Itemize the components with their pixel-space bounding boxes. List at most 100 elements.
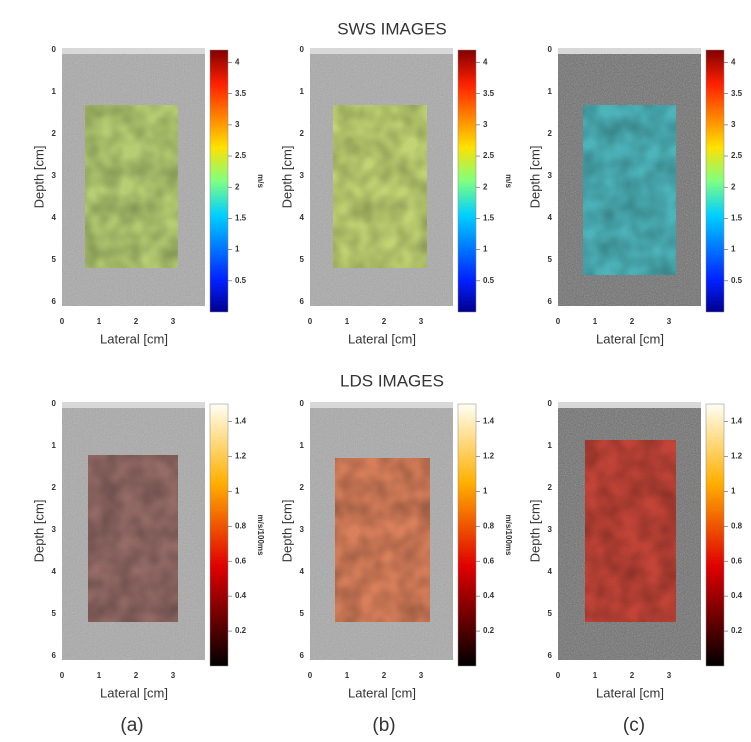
depth-axis-label: Depth [cm] bbox=[279, 500, 294, 563]
colorbar-tick-label: 0.8 bbox=[731, 521, 743, 530]
depth-tick-label: 4 bbox=[52, 567, 57, 576]
lateral-tick-label: 1 bbox=[345, 317, 350, 326]
depth-tick-label: 6 bbox=[548, 651, 553, 660]
colorbar-tick-label: 0.8 bbox=[483, 521, 495, 530]
lateral-tick-label: 3 bbox=[419, 671, 424, 680]
depth-tick-label: 5 bbox=[300, 609, 305, 618]
colorbar-unit: m/s/100ms bbox=[256, 515, 265, 556]
lateral-tick-label: 1 bbox=[593, 671, 598, 680]
colorbar-tick-label: 4 bbox=[731, 58, 736, 67]
colorbar-tick-label: 0.6 bbox=[483, 556, 495, 565]
colorbar-tick-label: 0.4 bbox=[731, 591, 743, 600]
overlay-texture bbox=[85, 105, 178, 268]
colorbar-tick-label: 1 bbox=[483, 245, 488, 254]
panel-label: (b) bbox=[372, 715, 395, 736]
depth-tick-label: 1 bbox=[300, 441, 305, 450]
colorbar-tick-label: 0.4 bbox=[483, 591, 495, 600]
section-title: SWS IMAGES bbox=[337, 19, 447, 38]
skin-line bbox=[62, 402, 205, 408]
colorbar-tick-label: 4 bbox=[235, 58, 240, 67]
depth-tick-label: 6 bbox=[300, 651, 305, 660]
colorbar-tick-label: 1.5 bbox=[731, 214, 743, 223]
depth-tick-label: 0 bbox=[52, 45, 57, 54]
depth-tick-label: 4 bbox=[300, 567, 305, 576]
depth-tick-label: 3 bbox=[300, 525, 305, 534]
depth-tick-label: 1 bbox=[548, 441, 553, 450]
lateral-axis-label: Lateral [cm] bbox=[596, 331, 664, 346]
lateral-tick-label: 0 bbox=[556, 671, 561, 680]
depth-tick-label: 1 bbox=[52, 87, 57, 96]
depth-tick-label: 3 bbox=[548, 525, 553, 534]
colorbar-tick-label: 0.4 bbox=[235, 591, 247, 600]
lateral-tick-label: 1 bbox=[345, 671, 350, 680]
depth-tick-label: 5 bbox=[300, 255, 305, 264]
colorbar bbox=[458, 404, 476, 666]
overlay-texture bbox=[335, 458, 430, 622]
colorbar-tick-label: 1.2 bbox=[235, 452, 247, 461]
depth-tick-label: 5 bbox=[548, 255, 553, 264]
colorbar-tick-label: 0.6 bbox=[235, 556, 247, 565]
lateral-axis-label: Lateral [cm] bbox=[596, 685, 664, 700]
lateral-tick-label: 0 bbox=[556, 317, 561, 326]
colorbar-tick-label: 2.5 bbox=[483, 151, 495, 160]
colorbar-unit: m/s bbox=[504, 174, 513, 188]
colorbar-tick-label: 1 bbox=[483, 486, 488, 495]
depth-axis-label: Depth [cm] bbox=[31, 500, 46, 563]
colorbar-tick-label: 3 bbox=[235, 120, 240, 129]
depth-tick-label: 2 bbox=[52, 129, 57, 138]
panel-label: (c) bbox=[623, 715, 645, 736]
depth-tick-label: 6 bbox=[548, 297, 553, 306]
lateral-axis-label: Lateral [cm] bbox=[100, 685, 168, 700]
depth-tick-label: 6 bbox=[300, 297, 305, 306]
colorbar-tick-label: 1.5 bbox=[483, 214, 495, 223]
lateral-tick-label: 2 bbox=[630, 671, 635, 680]
depth-tick-label: 5 bbox=[52, 609, 57, 618]
colorbar-tick-label: 1.2 bbox=[731, 452, 743, 461]
lateral-tick-label: 2 bbox=[134, 317, 139, 326]
lateral-tick-label: 2 bbox=[134, 671, 139, 680]
colorbar-tick-label: 0.8 bbox=[235, 521, 247, 530]
panel-label: (a) bbox=[120, 715, 143, 736]
lateral-tick-label: 2 bbox=[630, 317, 635, 326]
colorbar-tick-label: 0.2 bbox=[483, 626, 495, 635]
depth-tick-label: 3 bbox=[548, 171, 553, 180]
depth-tick-label: 5 bbox=[52, 255, 57, 264]
depth-tick-label: 2 bbox=[548, 483, 553, 492]
colorbar-tick-label: 2.5 bbox=[235, 151, 247, 160]
depth-tick-label: 3 bbox=[52, 171, 57, 180]
skin-line bbox=[62, 48, 205, 54]
lateral-tick-label: 3 bbox=[171, 671, 176, 680]
lateral-axis-label: Lateral [cm] bbox=[348, 331, 416, 346]
colorbar-tick-label: 1 bbox=[731, 245, 736, 254]
colorbar-tick-label: 3.5 bbox=[483, 89, 495, 98]
colorbar-unit: m/s/100ms bbox=[504, 515, 513, 556]
colorbar-unit: m/s bbox=[256, 174, 265, 188]
colorbar-tick-label: 0.5 bbox=[235, 276, 247, 285]
colorbar bbox=[706, 50, 724, 312]
colorbar-tick-label: 0.5 bbox=[483, 276, 495, 285]
colorbar-tick-label: 2.5 bbox=[731, 151, 743, 160]
depth-tick-label: 0 bbox=[548, 399, 553, 408]
colorbar-tick-label: 3 bbox=[483, 120, 488, 129]
depth-tick-label: 2 bbox=[300, 129, 305, 138]
colorbar-tick-label: 2 bbox=[731, 182, 736, 191]
overlay-texture bbox=[583, 105, 676, 275]
depth-tick-label: 6 bbox=[52, 651, 57, 660]
lateral-tick-label: 1 bbox=[97, 671, 102, 680]
skin-line bbox=[310, 48, 453, 54]
depth-tick-label: 4 bbox=[52, 213, 57, 222]
depth-tick-label: 1 bbox=[52, 441, 57, 450]
depth-tick-label: 0 bbox=[52, 399, 57, 408]
colorbar-tick-label: 0.2 bbox=[235, 626, 247, 635]
depth-tick-label: 0 bbox=[548, 45, 553, 54]
lateral-tick-label: 2 bbox=[382, 671, 387, 680]
skin-line bbox=[558, 402, 701, 408]
depth-tick-label: 1 bbox=[548, 87, 553, 96]
depth-axis-label: Depth [cm] bbox=[31, 146, 46, 209]
lateral-tick-label: 2 bbox=[382, 317, 387, 326]
depth-tick-label: 4 bbox=[548, 213, 553, 222]
colorbar-tick-label: 1.4 bbox=[235, 417, 247, 426]
lateral-tick-label: 0 bbox=[60, 317, 65, 326]
colorbar-tick-label: 2 bbox=[235, 182, 240, 191]
colorbar bbox=[706, 404, 724, 666]
